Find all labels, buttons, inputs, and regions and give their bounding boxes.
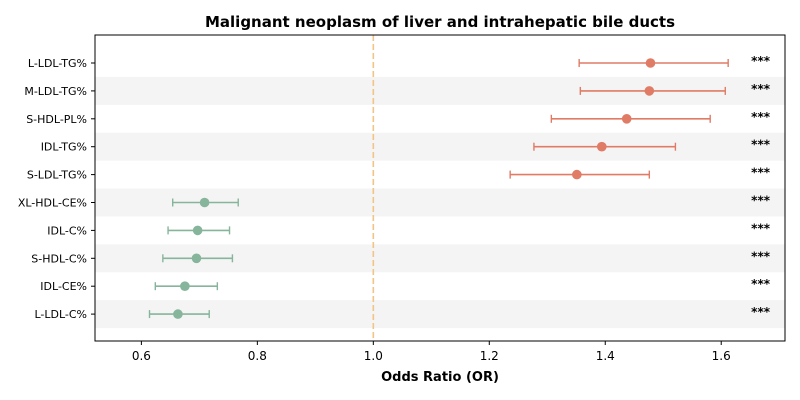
- x-tick-label: 1.0: [364, 349, 383, 363]
- y-tick-label: XL-HDL-CE%: [18, 197, 87, 210]
- chart-title: Malignant neoplasm of liver and intrahep…: [205, 13, 675, 31]
- y-tick-label: S-HDL-PL%: [26, 113, 87, 126]
- plot-area: L-LDL-TG% *** M-LDL-TG% *** S-HDL-PL% *** IDL-…: [18, 34, 786, 363]
- or-point: [180, 281, 190, 292]
- y-tick-label: L-LDL-C%: [34, 308, 87, 321]
- or-point: [173, 309, 183, 319]
- y-tick-label: IDL-CE%: [40, 280, 87, 293]
- significance-label: ***: [751, 166, 771, 180]
- x-tick-label: 1.2: [480, 349, 499, 363]
- x-axis-label: Odds Ratio (OR): [381, 370, 499, 385]
- or-point: [192, 225, 203, 236]
- significance-label: ***: [751, 82, 771, 96]
- y-tick-label: L-LDL-TG%: [28, 57, 87, 70]
- or-point: [645, 58, 656, 68]
- significance-label: ***: [751, 221, 771, 235]
- x-tick-label: 1.4: [596, 349, 615, 363]
- significance-label: ***: [751, 249, 771, 263]
- or-point: [572, 169, 582, 180]
- y-tick-label: IDL-TG%: [41, 141, 87, 154]
- significance-label: ***: [751, 110, 771, 124]
- y-tick-label: M-LDL-TG%: [24, 85, 87, 98]
- axes-frame: [94, 34, 786, 342]
- significance-label: ***: [751, 277, 771, 291]
- y-tick-label: IDL-C%: [47, 224, 87, 237]
- or-point: [596, 141, 607, 152]
- or-point: [621, 114, 632, 124]
- x-tick-label: 1.6: [712, 349, 731, 363]
- or-point: [644, 86, 655, 96]
- y-tick-label: S-HDL-C%: [31, 252, 87, 265]
- significance-label: ***: [751, 194, 771, 208]
- significance-label: ***: [751, 305, 771, 319]
- x-tick-label: 0.6: [132, 349, 151, 363]
- significance-label: ***: [751, 138, 771, 152]
- row-band: [95, 300, 785, 329]
- significance-label: ***: [751, 54, 771, 68]
- x-tick-label: 0.8: [248, 349, 267, 363]
- or-point: [191, 253, 202, 264]
- or-point: [199, 197, 210, 208]
- row-band: [95, 132, 785, 161]
- y-tick-label: S-LDL-TG%: [27, 169, 87, 182]
